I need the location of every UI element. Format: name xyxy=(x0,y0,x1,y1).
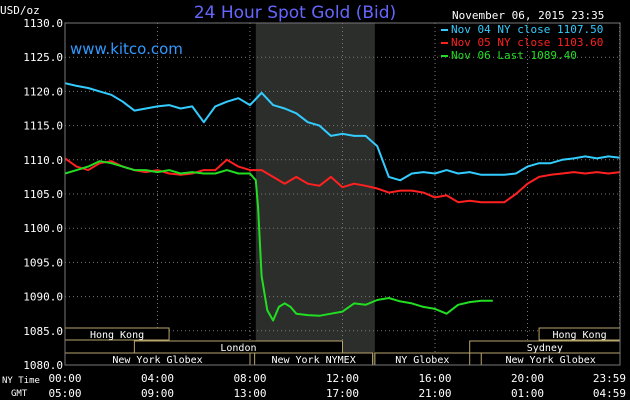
market-session-label: New York NYMEX xyxy=(271,355,355,366)
plot-frame xyxy=(64,22,621,366)
y-tick-label: 1085.0 xyxy=(23,325,63,338)
y-tick-label: 1090.0 xyxy=(23,291,63,304)
timestamp: November 06, 2015 23:35 xyxy=(452,9,604,22)
x-tick-label-gmt: 05:00 xyxy=(48,387,81,400)
market-session-label: NY Globex xyxy=(395,355,449,366)
x-tick-label-ny: 04:00 xyxy=(141,372,174,385)
x-tick-label-ny: 16:00 xyxy=(418,372,451,385)
x-tick-label-gmt: 21:00 xyxy=(418,387,451,400)
x-tick-label-gmt: 01:00 xyxy=(511,387,544,400)
x-row-label-gmt: GMT xyxy=(11,389,28,399)
market-session-label: New York Globex xyxy=(112,355,202,366)
x-tick-label-ny: 00:00 xyxy=(48,372,81,385)
market-session-label: Sydney xyxy=(527,343,563,354)
watermark-text: www.kitco.com xyxy=(70,40,183,58)
x-tick-label-gmt: 04:59 xyxy=(593,387,626,400)
y-tick-label: 1100.0 xyxy=(23,222,63,235)
market-session-label: New York Globex xyxy=(505,355,595,366)
series-line xyxy=(64,82,621,182)
session-shade xyxy=(255,23,375,365)
x-tick-label-gmt: 13:00 xyxy=(233,387,266,400)
y-tick-label: 1080.0 xyxy=(23,359,63,372)
y-tick-label: 1115.0 xyxy=(23,120,63,133)
x-tick-label-ny: 08:00 xyxy=(233,372,266,385)
series-line xyxy=(64,160,493,322)
legend-entry: Nov 04 NY close 1107.50 xyxy=(451,23,603,36)
series-line xyxy=(64,157,621,204)
market-session-label: Hong Kong xyxy=(90,330,144,341)
legend-entry: Nov 06 Last 1089.40 xyxy=(451,49,577,62)
x-tick-label-ny: 23:59 xyxy=(593,372,626,385)
x-tick-label-gmt: 17:00 xyxy=(326,387,359,400)
x-row-label-ny: NY Time xyxy=(2,376,40,386)
y-tick-label: 1095.0 xyxy=(23,256,63,269)
y-tick-label: 1130.0 xyxy=(23,17,63,30)
y-tick-label: 1125.0 xyxy=(23,51,63,64)
y-tick-label: 1110.0 xyxy=(23,154,63,167)
x-tick-label-gmt: 09:00 xyxy=(141,387,174,400)
market-session-label: London xyxy=(220,343,256,354)
y-tick-label: 1120.0 xyxy=(23,85,63,98)
x-tick-label-ny: 20:00 xyxy=(511,372,544,385)
legend-entry: Nov 05 NY close 1103.60 xyxy=(451,36,603,49)
y-tick-label: 1105.0 xyxy=(23,188,63,201)
chart-title: 24 Hour Spot Gold (Bid) xyxy=(194,3,396,23)
y-unit-label: USD/oz xyxy=(0,4,40,17)
x-tick-label-ny: 12:00 xyxy=(326,372,359,385)
market-session-label: Hong Kong xyxy=(552,330,606,341)
